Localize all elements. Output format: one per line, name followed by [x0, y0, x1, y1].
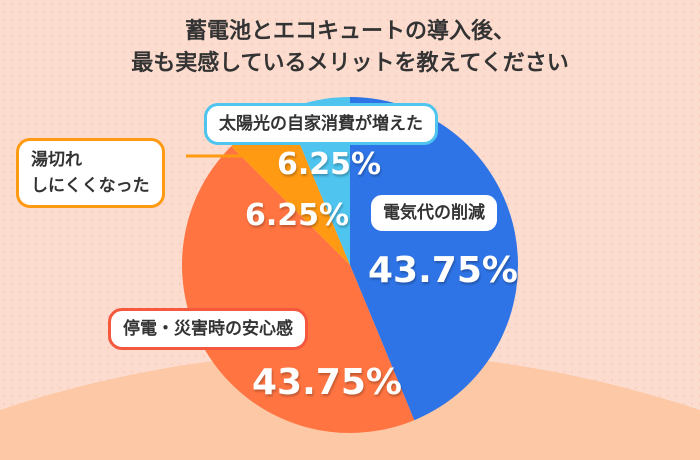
label-electricity: 電気代の削減: [368, 192, 500, 234]
label-blackout: 停電・災害時の安心感: [108, 308, 308, 350]
title-line-2: 最も実感しているメリットを教えてください: [131, 51, 569, 76]
pct-blackout: 43.75%: [252, 362, 402, 403]
label-hot-water-line-2: しにくくなった: [31, 176, 150, 196]
title-line-1: 蓄電池とエコキュートの導入後、: [184, 19, 515, 44]
pct-hot-water: 6.25%: [245, 198, 350, 233]
pie-slice-0: [350, 97, 519, 421]
pie-slice-1: [181, 146, 415, 434]
label-hot-water: 湯切れ しにくくなった: [16, 138, 165, 208]
pct-solar: 6.25%: [277, 147, 382, 182]
pct-electricity: 43.75%: [368, 250, 518, 291]
label-hot-water-line-1: 湯切れ: [31, 150, 82, 170]
label-solar: 太陽光の自家消費が増えた: [204, 103, 438, 145]
pie-slice-2: [231, 109, 350, 265]
chart-title: 蓄電池とエコキュートの導入後、 最も実感しているメリットを教えてください: [0, 16, 700, 80]
